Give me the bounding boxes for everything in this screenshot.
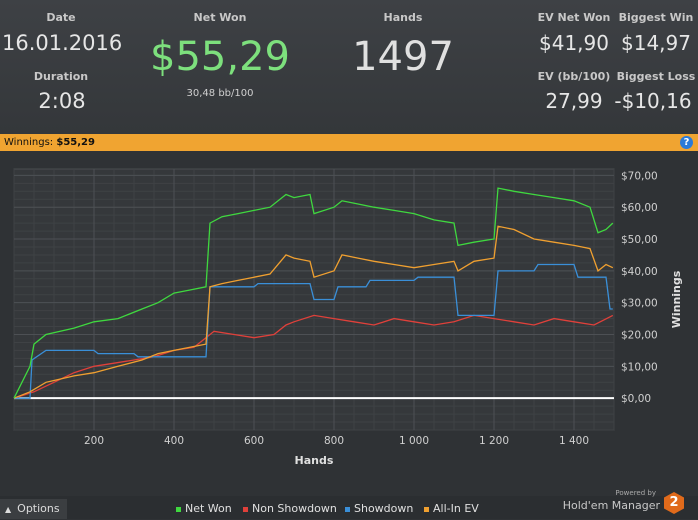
duration-value: 2:08 [38,89,86,113]
options-label: Options [17,502,60,515]
ev-bb-label: EV (bb/100) [537,70,611,83]
net-won-bb: 30,48 bb/100 [186,88,254,99]
x-tick-label: 200 [84,435,104,447]
winnings-summary: Winnings: $55,29 [4,134,95,151]
legend-swatch-non-showdown [243,506,248,512]
legend-item-net-won: Net Won [176,502,232,515]
y-tick-label: $70,00 [621,170,658,182]
x-tick-label: 800 [324,435,344,447]
biggest-win-label: Biggest Win [618,11,694,24]
series-line-all-in-ev [13,225,614,399]
hands-label: Hands [383,11,423,24]
ev-net-won-value: $41,90 [539,31,609,55]
y-tick-label: $0,00 [621,393,651,405]
biggest-win-value: $14,97 [621,31,691,55]
ev-net-won-label: EV Net Won [537,11,611,24]
series-line-net-won [13,187,614,399]
y-tick-label: $10,00 [621,361,658,373]
series-line-showdown [14,263,613,399]
brand-name: Hold'em Manager [562,499,660,512]
legend-item-all-in-ev: All-In EV [424,502,479,515]
legend-label: Non Showdown [252,502,337,515]
chart-svg: 200 400 600 800 1 000 1 200 1 400 $0,00 $10,00 $2… [13,168,683,467]
winnings-chart: 200 400 600 800 1 000 1 200 1 400 $0,00 $10,00 $2… [0,151,698,496]
y-tick-label: $40,00 [621,266,658,278]
help-icon[interactable]: ? [680,136,693,149]
net-won-label: Net Won [193,11,247,24]
legend-swatch-net-won [176,506,181,512]
legend-swatch-all-in-ev [424,506,429,512]
legend-item-showdown: Showdown [345,502,413,515]
x-tick-label: 400 [164,435,184,447]
winnings-value: $55,29 [56,137,95,148]
winnings-bar: Winnings: $55,29 ? [0,134,698,151]
series-line-non-showdown [13,314,614,399]
chevron-up-icon: ▲ [5,505,12,514]
biggest-loss-value: -$10,16 [614,89,692,113]
winnings-label: Winnings: [4,137,54,148]
date-value: 16.01.2016 [2,31,123,55]
legend-label: All-In EV [433,502,479,515]
y-tick-label: $20,00 [621,330,658,342]
legend-label: Showdown [354,502,414,515]
biggest-loss-label: Biggest Loss [616,70,696,83]
brand-logo-icon: 2 [664,492,684,514]
legend-label: Net Won [185,502,232,515]
powered-by: Powered by [615,489,656,497]
x-axis-title: Hands [295,454,334,467]
legend-swatch-showdown [345,506,350,512]
stats-panel: Date 16.01.2016 Duration 2:08 Net Won $5… [0,0,698,134]
legend-item-non-showdown: Non Showdown [243,502,337,515]
ev-bb-value: 27,99 [545,89,603,113]
y-tick-label: $50,00 [621,234,658,246]
y-axis-title: Winnings [670,270,683,328]
date-label: Date [46,11,76,24]
duration-label: Duration [33,70,89,83]
x-tick-label: 1 400 [559,435,589,447]
y-tick-label: $60,00 [621,202,658,214]
net-won-value: $55,29 [150,34,290,80]
options-button[interactable]: ▲ Options [0,499,67,519]
x-tick-label: 1 000 [399,435,429,447]
x-tick-label: 1 200 [479,435,509,447]
hands-value: 1497 [352,34,454,80]
x-tick-label: 600 [244,435,264,447]
y-tick-label: $30,00 [621,298,658,310]
